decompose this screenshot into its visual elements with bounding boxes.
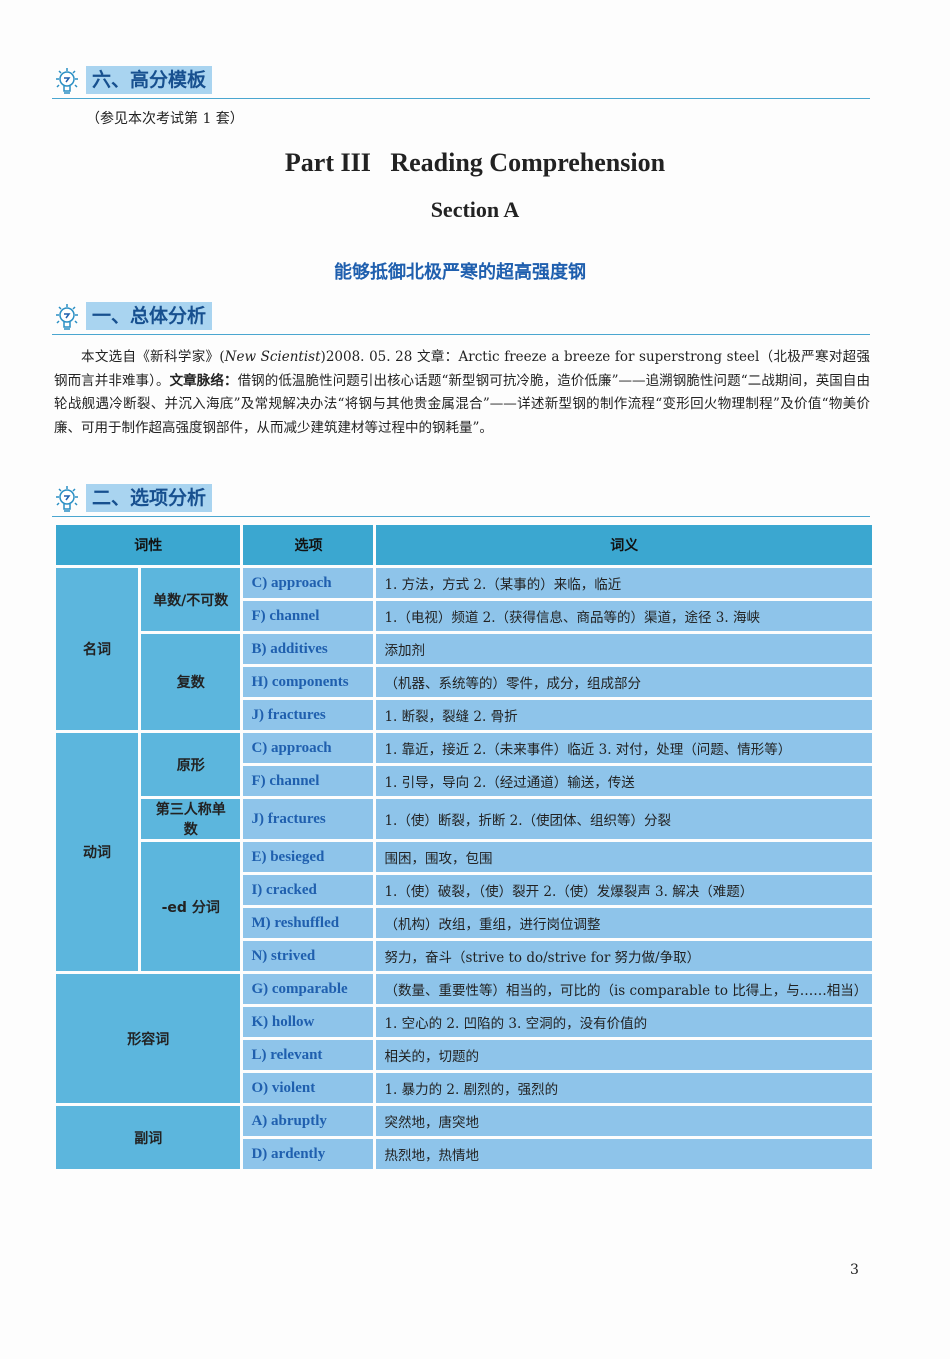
vocabulary-table: 词性 选项 词义 名词 单数/不可数 C) approach 1. 方法，方式 2.（… <box>53 522 875 1172</box>
table-header: 词性 选项 词义 <box>56 525 872 565</box>
table-row: -ed 分词 E) besieged 围困，围攻，包围 <box>56 842 872 971</box>
header-option: 选项 <box>243 525 374 565</box>
table-row: I) cracked 1.（使）破裂，（使）裂开 2.（使）发爆裂声 3. 解决（… <box>56 875 872 905</box>
table-row: M) reshuffled （机构）改组，重组，进行岗位调整 <box>56 908 872 938</box>
table-row: H) components （机器、系统等的）零件，成分，组成部分 <box>56 667 872 697</box>
table-row: D) ardently 热烈地，热情地 <box>56 1139 872 1169</box>
table-row: O) violent 1. 暴力的 2. 剧烈的，强烈的 <box>56 1073 872 1103</box>
table-row: N) strived 努力，奋斗（strive to do/strive for … <box>56 941 872 971</box>
option-cell: J) fractures <box>243 700 374 730</box>
meaning-cell: 1. 方法，方式 2.（某事的）来临，临近 <box>376 568 872 598</box>
pos-cell: 副词 <box>56 1106 241 1169</box>
table-row: 副词 A) abruptly 突然地，唐突地 <box>56 1106 872 1169</box>
header-meaning: 词义 <box>376 525 872 565</box>
pos-cell: 动词 <box>56 733 138 971</box>
subpos-cell: -ed 分词 <box>141 842 241 971</box>
magazine-name: New Scientist <box>224 349 321 365</box>
meaning-cell: （机器、系统等的）零件，成分，组成部分 <box>376 667 872 697</box>
pos-cell: 形容词 <box>56 974 241 1103</box>
meaning-cell: 热烈地，热情地 <box>376 1139 872 1169</box>
meaning-cell: 相关的，切题的 <box>376 1040 872 1070</box>
lightbulb-icon <box>52 484 82 514</box>
lightbulb-icon <box>52 302 82 332</box>
section-title: 六、高分模板 <box>86 66 213 94</box>
meaning-cell: （机构）改组，重组，进行岗位调整 <box>376 908 872 938</box>
table-row: 形容词 G) comparable （数量、重要性等）相当的，可比的（is comp… <box>56 974 872 1103</box>
option-cell: B) additives <box>243 634 374 664</box>
option-cell: K) hollow <box>243 1007 374 1037</box>
article-title: 能够抵御北极严寒的超高强度钢 <box>334 262 586 283</box>
table-row: K) hollow 1. 空心的 2. 凹陷的 3. 空洞的，没有价值的 <box>56 1007 872 1037</box>
meaning-cell: 添加剂 <box>376 634 872 664</box>
section-title: 一、总体分析 <box>86 302 213 330</box>
table-row: J) fractures 1. 断裂，裂缝 2. 骨折 <box>56 700 872 730</box>
reference-note: （参见本次考试第 1 套） <box>86 111 244 127</box>
subpos-cell: 原形 <box>141 733 241 796</box>
header-pos: 词性 <box>56 525 241 565</box>
meaning-cell: 1. 引导，导向 2.（经过通道）输送，传送 <box>376 766 872 796</box>
section-subtitle: Section A <box>430 197 520 222</box>
section-header-options: 二、选项分析 <box>52 482 870 517</box>
option-cell: G) comparable <box>243 974 374 1004</box>
meaning-cell: 1. 空心的 2. 凹陷的 3. 空洞的，没有价值的 <box>376 1007 872 1037</box>
option-cell: O) violent <box>243 1073 374 1103</box>
meaning-cell: 突然地，唐突地 <box>376 1106 872 1136</box>
pos-cell: 名词 <box>56 568 138 730</box>
section-header-overview: 一、总体分析 <box>52 300 870 335</box>
lightbulb-icon <box>52 66 82 96</box>
option-cell: F) channel <box>243 766 374 796</box>
meaning-cell: 1.（使）断裂，折断 2.（使团体、组织等）分裂 <box>376 799 872 839</box>
meaning-cell: 1.（电视）频道 2.（获得信息、商品等的）渠道，途径 3. 海峡 <box>376 601 872 631</box>
text: 本文选自《新科学家》( <box>81 349 225 365</box>
table-row: 复数 B) additives 添加剂 <box>56 634 872 730</box>
table-row: 名词 单数/不可数 C) approach 1. 方法，方式 2.（某事的）来临，临近 <box>56 568 872 730</box>
meaning-cell: 1. 断裂，裂缝 2. 骨折 <box>376 700 872 730</box>
option-cell: L) relevant <box>243 1040 374 1070</box>
subpos-cell: 复数 <box>141 634 241 730</box>
bold-label: 文章脉络： <box>169 372 238 389</box>
subpos-cell: 第三人称单数 <box>141 799 241 839</box>
text: )2008. 05. 28 文章：Arctic freeze a breeze … <box>54 349 870 389</box>
text: 借钢的低温脆性问题引出核心话题“新型钢可抗冷脆，造价低廉”——追溯钢脆性问题“二… <box>54 372 870 436</box>
option-cell: A) abruptly <box>243 1106 374 1136</box>
meaning-cell: 围困，围攻，包围 <box>376 842 872 872</box>
table-row: L) relevant 相关的，切题的 <box>56 1040 872 1070</box>
option-cell: M) reshuffled <box>243 908 374 938</box>
section-header-template: 六、高分模板 <box>52 64 870 99</box>
meaning-cell: 1. 靠近，接近 2.（未来事件）临近 3. 对付，处理（问题、情形等） <box>376 733 872 763</box>
meaning-cell: 1. 暴力的 2. 剧烈的，强烈的 <box>376 1073 872 1103</box>
option-cell: J) fractures <box>243 799 374 839</box>
option-cell: D) ardently <box>243 1139 374 1169</box>
option-cell: C) approach <box>243 733 374 763</box>
overview-paragraph: 本文选自《新科学家》(New Scientist)2008. 05. 28 文章… <box>54 346 870 440</box>
option-cell: C) approach <box>243 568 374 598</box>
option-cell: I) cracked <box>243 875 374 905</box>
part-title: Part III Reading Comprehension <box>284 148 666 177</box>
meaning-cell: （数量、重要性等）相当的，可比的（is comparable to 比得上，与…… <box>376 974 872 1004</box>
meaning-cell: 1.（使）破裂，（使）裂开 2.（使）发爆裂声 3. 解决（难题） <box>376 875 872 905</box>
page-number: 3 <box>850 1262 859 1278</box>
option-cell: H) components <box>243 667 374 697</box>
option-cell: N) strived <box>243 941 374 971</box>
option-cell: F) channel <box>243 601 374 631</box>
option-cell: E) besieged <box>243 842 374 872</box>
table-row: 动词 原形 C) approach 1. 靠近，接近 2.（未来事件）临近 3. 对付… <box>56 733 872 971</box>
table-row: F) channel 1. 引导，导向 2.（经过通道）输送，传送 <box>56 766 872 796</box>
meaning-cell: 努力，奋斗（strive to do/strive for 努力做/争取） <box>376 941 872 971</box>
table-row: F) channel 1.（电视）频道 2.（获得信息、商品等的）渠道，途径 3.… <box>56 601 872 631</box>
table-row: 第三人称单数 J) fractures 1.（使）断裂，折断 2.（使团体、组织等）… <box>56 799 872 839</box>
subpos-cell: 单数/不可数 <box>141 568 241 631</box>
section-title: 二、选项分析 <box>86 484 213 512</box>
